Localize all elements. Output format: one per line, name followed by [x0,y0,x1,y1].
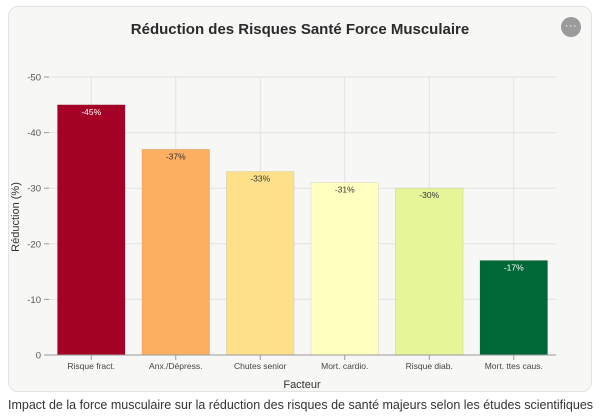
y-tick-label: -40 [27,128,41,139]
y-tick-label: -50 [27,73,41,84]
x-tick-label: Chutes senior [234,361,287,371]
bar-data-label: -45% [81,107,101,117]
bar[interactable] [57,104,126,356]
x-tick-label: Mort. cardio. [321,361,368,371]
y-tick-label: -20 [27,239,41,250]
bar[interactable] [395,187,464,356]
chart-caption: Impact de la force musculaire sur la réd… [8,398,594,412]
bar-data-label: -31% [335,185,355,195]
y-axis-title: Réduction (%) [10,182,22,252]
bar-data-label: -37% [166,151,186,161]
bar-data-label: -33% [250,174,270,184]
bar[interactable] [141,148,210,356]
bar[interactable] [479,260,548,356]
bar[interactable] [226,171,295,356]
x-tick-label: Anx./Dépress. [149,361,202,371]
bar[interactable] [310,182,379,356]
bar-chart: Réduction des Risques Santé Force Muscul… [10,21,556,391]
bar-data-label: -30% [419,190,439,200]
y-tick-label: -30 [27,184,41,195]
chart-title: Réduction des Risques Santé Force Muscul… [131,21,469,38]
x-axis-title: Facteur [283,379,321,391]
more-options-button[interactable]: ··· [561,17,581,37]
y-tick-label: 0 [36,351,41,362]
bar-data-label: -17% [504,262,524,272]
x-tick-label: Mort. ttes caus. [485,361,543,371]
x-tick-label: Risque fract. [67,361,115,371]
x-tick-label: Risque diab. [406,361,453,371]
y-tick-label: -10 [27,295,41,306]
